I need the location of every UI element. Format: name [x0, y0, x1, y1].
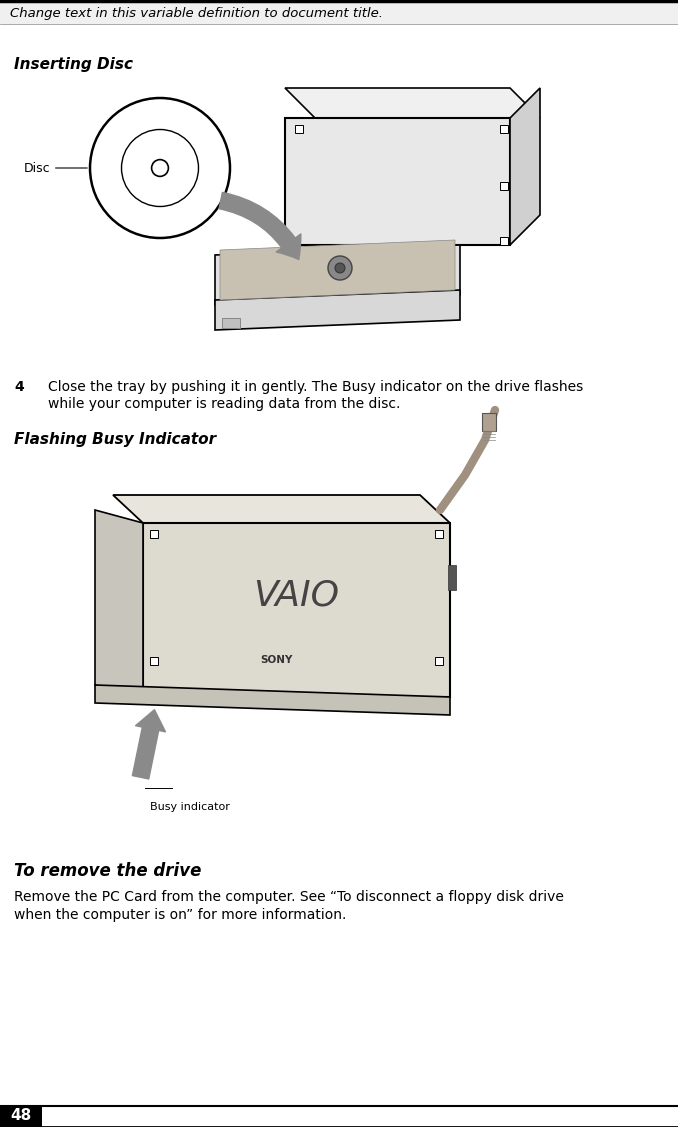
Bar: [0, 1104, 42, 1127]
Text: VAIO: VAIO: [254, 578, 340, 612]
Text: Busy indicator: Busy indicator: [150, 802, 230, 811]
Bar: [435, 657, 443, 665]
FancyArrowPatch shape: [219, 193, 301, 259]
Bar: [0, 0, 678, 24]
Polygon shape: [95, 511, 143, 696]
Text: Remove the PC Card from the computer. See “To disconnect a floppy disk drive: Remove the PC Card from the computer. Se…: [14, 890, 564, 904]
Bar: [222, 318, 240, 328]
Text: when the computer is on” for more information.: when the computer is on” for more inform…: [14, 908, 346, 922]
Circle shape: [152, 160, 168, 177]
Bar: [500, 181, 508, 190]
Polygon shape: [95, 685, 450, 715]
Bar: [500, 125, 508, 133]
Polygon shape: [143, 523, 450, 696]
Bar: [295, 125, 303, 133]
Text: Disc: Disc: [23, 161, 87, 175]
Polygon shape: [220, 240, 455, 300]
Text: SONY: SONY: [260, 655, 293, 665]
Polygon shape: [285, 118, 510, 245]
Bar: [448, 565, 456, 591]
Text: 48: 48: [10, 1109, 32, 1124]
Polygon shape: [510, 88, 540, 245]
Bar: [435, 530, 443, 538]
FancyArrowPatch shape: [132, 710, 165, 779]
Bar: [482, 412, 496, 431]
Text: Inserting Disc: Inserting Disc: [14, 57, 133, 72]
Bar: [150, 530, 158, 538]
Polygon shape: [113, 495, 450, 523]
Text: while your computer is reading data from the disc.: while your computer is reading data from…: [48, 397, 401, 411]
Text: To remove the drive: To remove the drive: [14, 862, 201, 880]
Bar: [500, 237, 508, 245]
Text: 4: 4: [14, 380, 24, 394]
Text: Change text in this variable definition to document title.: Change text in this variable definition …: [10, 7, 383, 19]
Bar: [150, 657, 158, 665]
Polygon shape: [285, 88, 540, 118]
Text: Flashing Busy Indicator: Flashing Busy Indicator: [14, 432, 216, 447]
Polygon shape: [215, 245, 460, 305]
Circle shape: [328, 256, 352, 279]
Text: Close the tray by pushing it in gently. The Busy indicator on the drive flashes: Close the tray by pushing it in gently. …: [48, 380, 583, 394]
Circle shape: [335, 263, 345, 273]
Polygon shape: [215, 290, 460, 330]
